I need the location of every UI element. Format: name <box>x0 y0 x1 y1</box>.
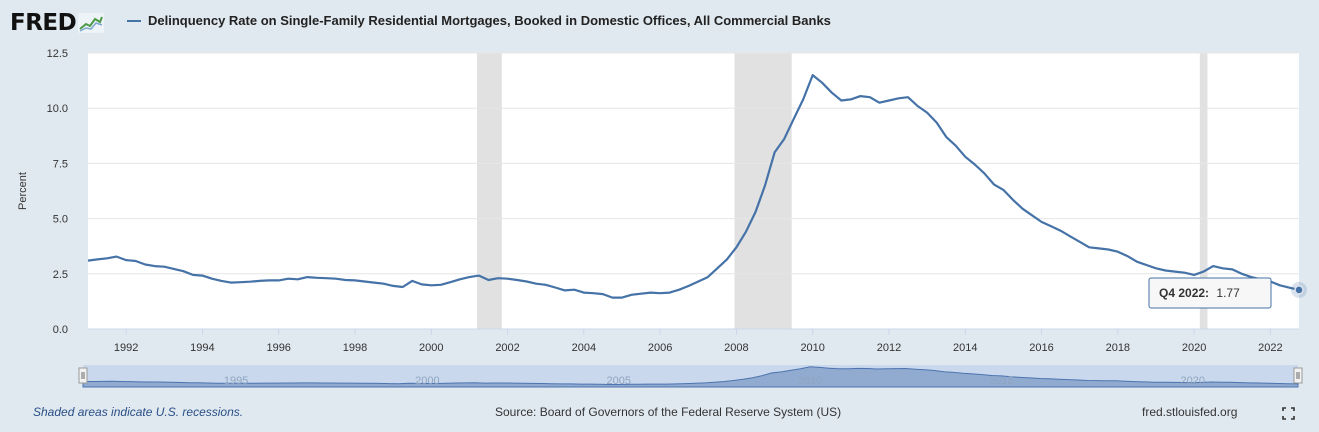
y-tick-label: 10.0 <box>47 103 68 115</box>
y-tick-label: 2.5 <box>53 269 68 281</box>
navigator-year-label: 2000 <box>415 375 439 387</box>
site-link[interactable]: fred.stlouisfed.org <box>1142 405 1238 419</box>
y-tick-label: 0.0 <box>53 324 68 336</box>
fred-logo[interactable]: FRED <box>10 9 105 37</box>
source-note: Source: Board of Governors of the Federa… <box>495 405 842 419</box>
x-tick-label: 1996 <box>266 342 290 354</box>
last-data-point-halo <box>1291 281 1307 298</box>
navigator-year-label: 2005 <box>607 375 631 387</box>
x-tick-label: 2022 <box>1258 342 1282 354</box>
x-tick-label: 2006 <box>648 342 672 354</box>
navigator-labels: 1995 2000 2005 2010 2015 2020 <box>224 375 1205 387</box>
logo-text: FRED <box>10 10 77 36</box>
x-tick-label: 2002 <box>495 342 519 354</box>
tooltip-box <box>1148 277 1272 309</box>
tooltip-value: 1.77 <box>1216 286 1240 300</box>
last-data-point[interactable] <box>1294 285 1304 295</box>
navigator-year-label: 1995 <box>224 375 248 387</box>
x-tick-label: 1994 <box>190 342 214 354</box>
recession-note: Shaded areas indicate U.S. recessions. <box>33 405 244 419</box>
chart-panel: 0.0 2.5 5.0 7.5 10.0 12.5 1992 1994 1996 1998 200… <box>10 42 1312 402</box>
tooltip-label: Q4 2022: <box>1159 286 1209 300</box>
chart-footer: Shaded areas indicate U.S. recessions. S… <box>0 400 1319 432</box>
y-tick-label: 7.5 <box>53 158 68 170</box>
x-tick-label: 2020 <box>1182 342 1206 354</box>
chart-header: FRED Delinquency Rate on Single-Family R… <box>0 0 1319 44</box>
x-tick-label: 2018 <box>1106 342 1130 354</box>
svg-text:Q4 2022: 1.77: Q4 2022: 1.77 <box>1159 286 1240 300</box>
navigator-series-area <box>82 366 1299 388</box>
series-line[interactable] <box>87 74 1300 299</box>
x-tick-label: 1992 <box>114 342 138 354</box>
legend-swatch <box>127 19 141 22</box>
navigator-right-handle[interactable] <box>1293 367 1303 384</box>
x-tick-label: 2016 <box>1029 342 1053 354</box>
navigator-left-handle[interactable] <box>78 367 88 384</box>
fullscreen-icon[interactable] <box>1282 407 1295 420</box>
recession-band <box>477 53 502 329</box>
navigator-year-label: 2020 <box>1181 375 1205 387</box>
y-tick-label: 5.0 <box>53 214 68 226</box>
y-axis-ticks: 0.0 2.5 5.0 7.5 10.0 12.5 <box>47 48 68 336</box>
series-title-text: Delinquency Rate on Single-Family Reside… <box>148 13 831 28</box>
navigator-track <box>83 365 1298 387</box>
trend-line-icon <box>78 13 105 33</box>
series-title: Delinquency Rate on Single-Family Reside… <box>127 13 831 28</box>
x-tick-label: 2000 <box>419 342 443 354</box>
plot-background <box>88 53 1299 329</box>
y-tick-label: 12.5 <box>47 48 68 60</box>
navigator-year-label: 2010 <box>798 375 822 387</box>
tooltip: Q4 2022: 1.77 <box>1148 277 1272 309</box>
x-tick-label: 2008 <box>724 342 748 354</box>
range-navigator[interactable]: 1995 2000 2005 2010 2015 2020 <box>78 365 1303 388</box>
x-tick-label: 2004 <box>572 342 596 354</box>
x-tick-label: 2014 <box>953 342 977 354</box>
line-chart: 0.0 2.5 5.0 7.5 10.0 12.5 1992 1994 1996 1998 200… <box>17 48 1307 388</box>
x-tick-label: 2012 <box>877 342 901 354</box>
x-axis-ticks: 1992 1994 1996 1998 2000 2002 2004 2006 2008 2010… <box>88 328 1299 354</box>
recession-band <box>1199 53 1208 329</box>
y-axis-title: Percent <box>17 172 29 210</box>
navigator-year-label: 2015 <box>989 375 1013 387</box>
x-tick-label: 1998 <box>343 342 367 354</box>
x-tick-label: 2010 <box>800 342 824 354</box>
